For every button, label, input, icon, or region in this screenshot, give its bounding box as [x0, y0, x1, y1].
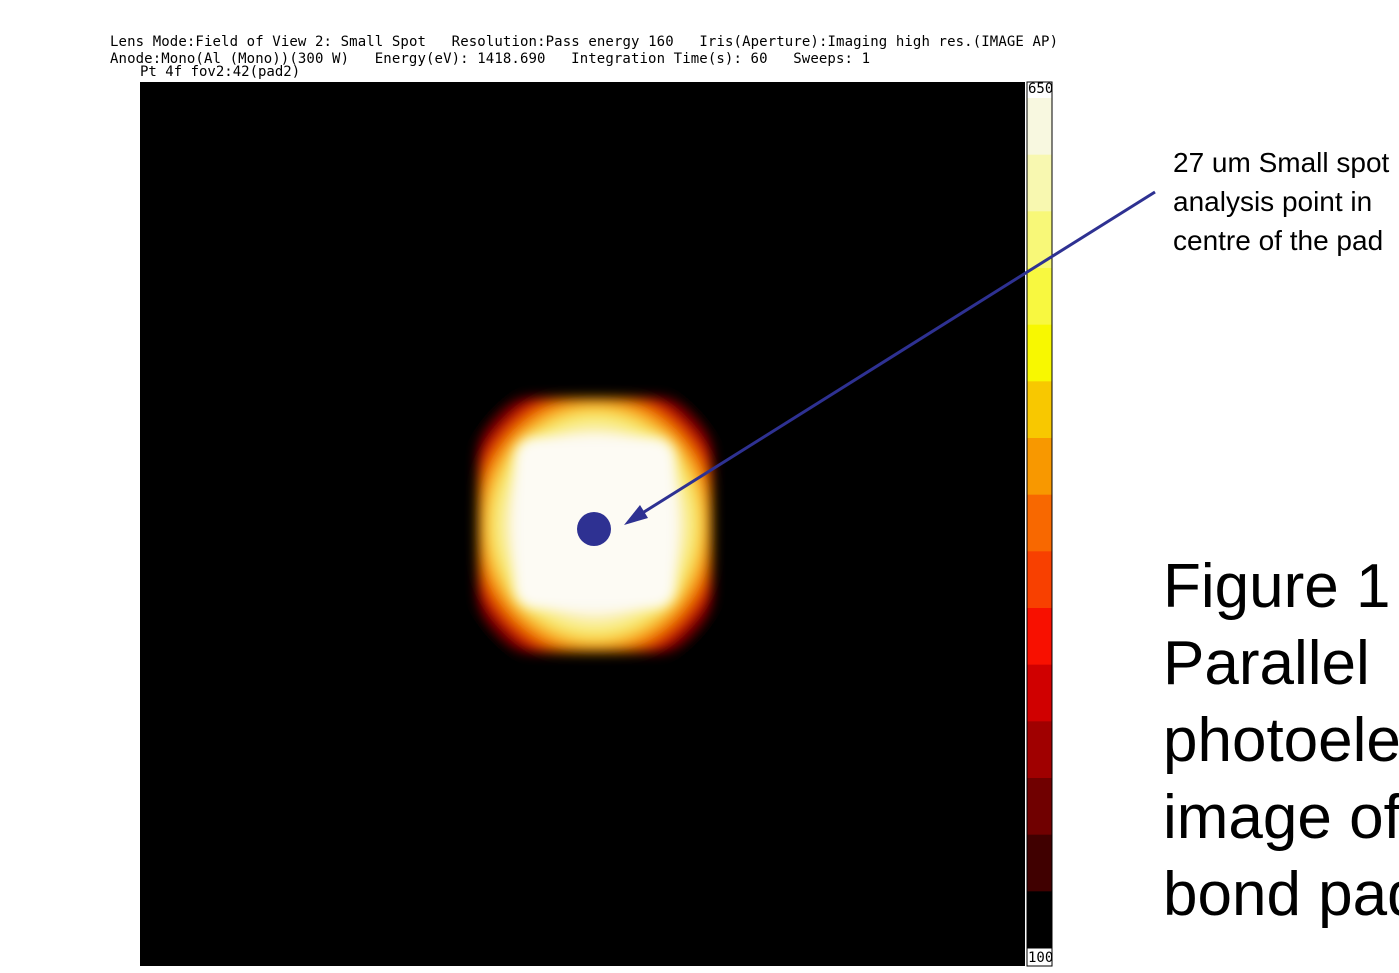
caption-line: bond pad — [1163, 860, 1399, 929]
colorbar-min: 100 — [1028, 950, 1053, 966]
colorbar-segment — [1027, 98, 1052, 155]
colorbar — [1027, 82, 1052, 966]
analysis-point — [577, 512, 611, 546]
colorbar-max: 650 — [1028, 81, 1053, 97]
caption-line: image of — [1163, 783, 1399, 852]
caption-line: Parallel — [1163, 629, 1370, 698]
caption-line: Figure 1 — [1163, 552, 1390, 621]
header-line: Pt 4f fov2:42(pad2) — [140, 64, 300, 80]
colorbar-segment — [1027, 325, 1052, 382]
colorbar-segment — [1027, 835, 1052, 892]
annotation-line: analysis point in — [1173, 186, 1372, 217]
colorbar-segment — [1027, 608, 1052, 665]
colorbar-segment — [1027, 268, 1052, 325]
caption-line: photoelectron — [1163, 706, 1399, 775]
colorbar-segment — [1027, 665, 1052, 722]
page: Lens Mode:Field of View 2: Small Spot Re… — [0, 0, 1399, 973]
colorbar-segment — [1027, 495, 1052, 552]
caption: Figure 1 Parallel photoelectron image of bon… — [1163, 552, 1399, 929]
colorbar-segment — [1027, 551, 1052, 608]
annotation-line: 27 um Small spot — [1173, 147, 1390, 178]
colorbar-segment — [1027, 721, 1052, 778]
colorbar-segment — [1027, 438, 1052, 495]
header-line: Lens Mode:Field of View 2: Small Spot Re… — [110, 34, 1058, 50]
colorbar-segment — [1027, 155, 1052, 212]
colorbar-segment — [1027, 891, 1052, 948]
annotation-line: centre of the pad — [1173, 225, 1383, 256]
colorbar-segment — [1027, 778, 1052, 835]
colorbar-segment — [1027, 381, 1052, 438]
annotation: 27 um Small spot analysis point in centre … — [1173, 147, 1390, 256]
